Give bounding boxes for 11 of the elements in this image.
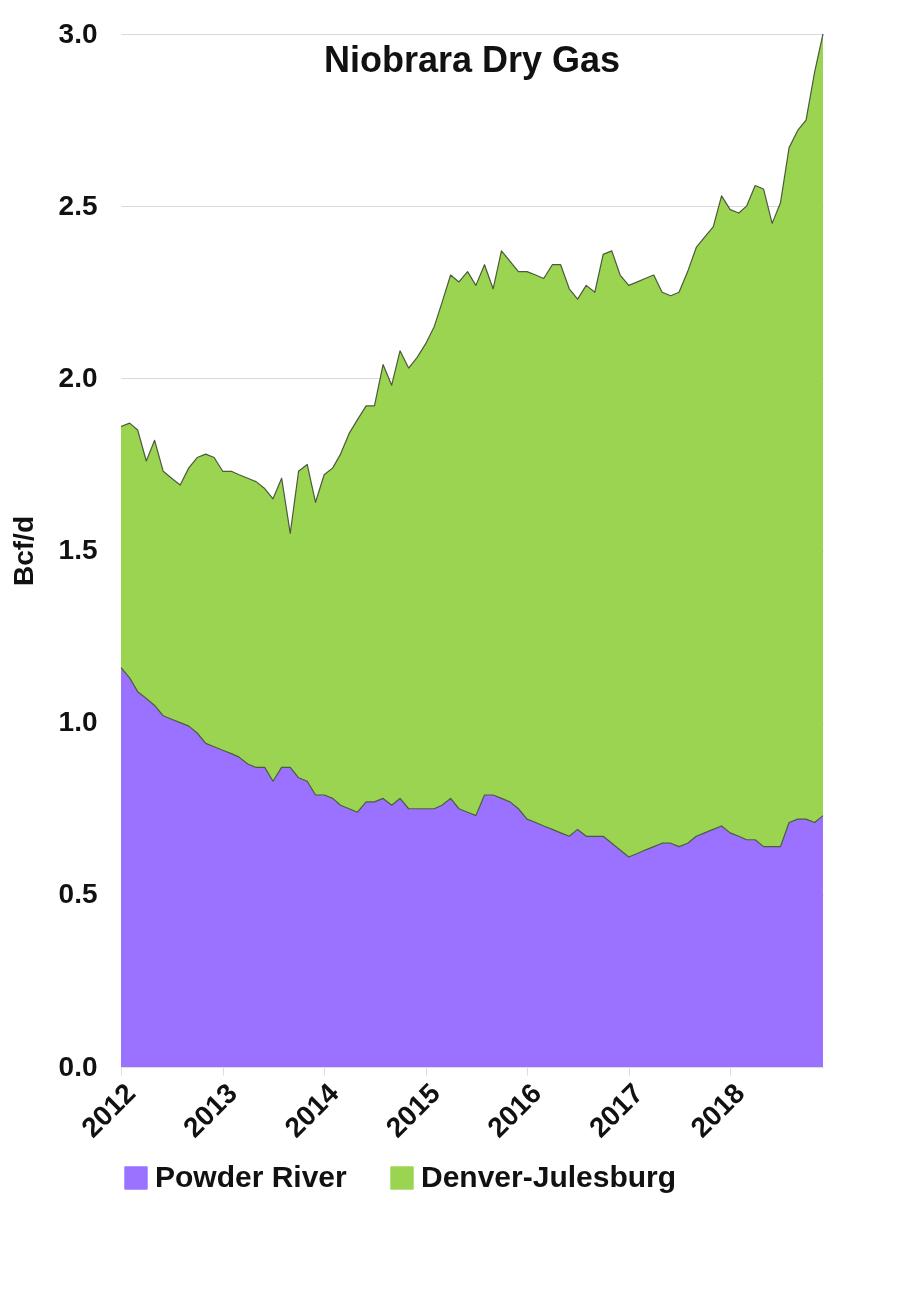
- chart-title: Niobrara Dry Gas: [323, 39, 621, 80]
- y-tick-label: 1.5: [58, 534, 98, 565]
- y-tick-label: 2.0: [58, 361, 98, 393]
- y-tick-label: 0.0: [58, 1050, 98, 1082]
- legend-label: Denver-Julesburg: [421, 1160, 677, 1193]
- y-axis-title: Bcf/d: [7, 516, 39, 586]
- legend-label: Powder River: [155, 1160, 348, 1193]
- y-tick-label: 1.0: [58, 706, 98, 738]
- y-tick-label: 3.0: [58, 17, 98, 49]
- y-tick-label: 0.5: [58, 878, 98, 910]
- y-tick-label: 2.5: [58, 189, 98, 221]
